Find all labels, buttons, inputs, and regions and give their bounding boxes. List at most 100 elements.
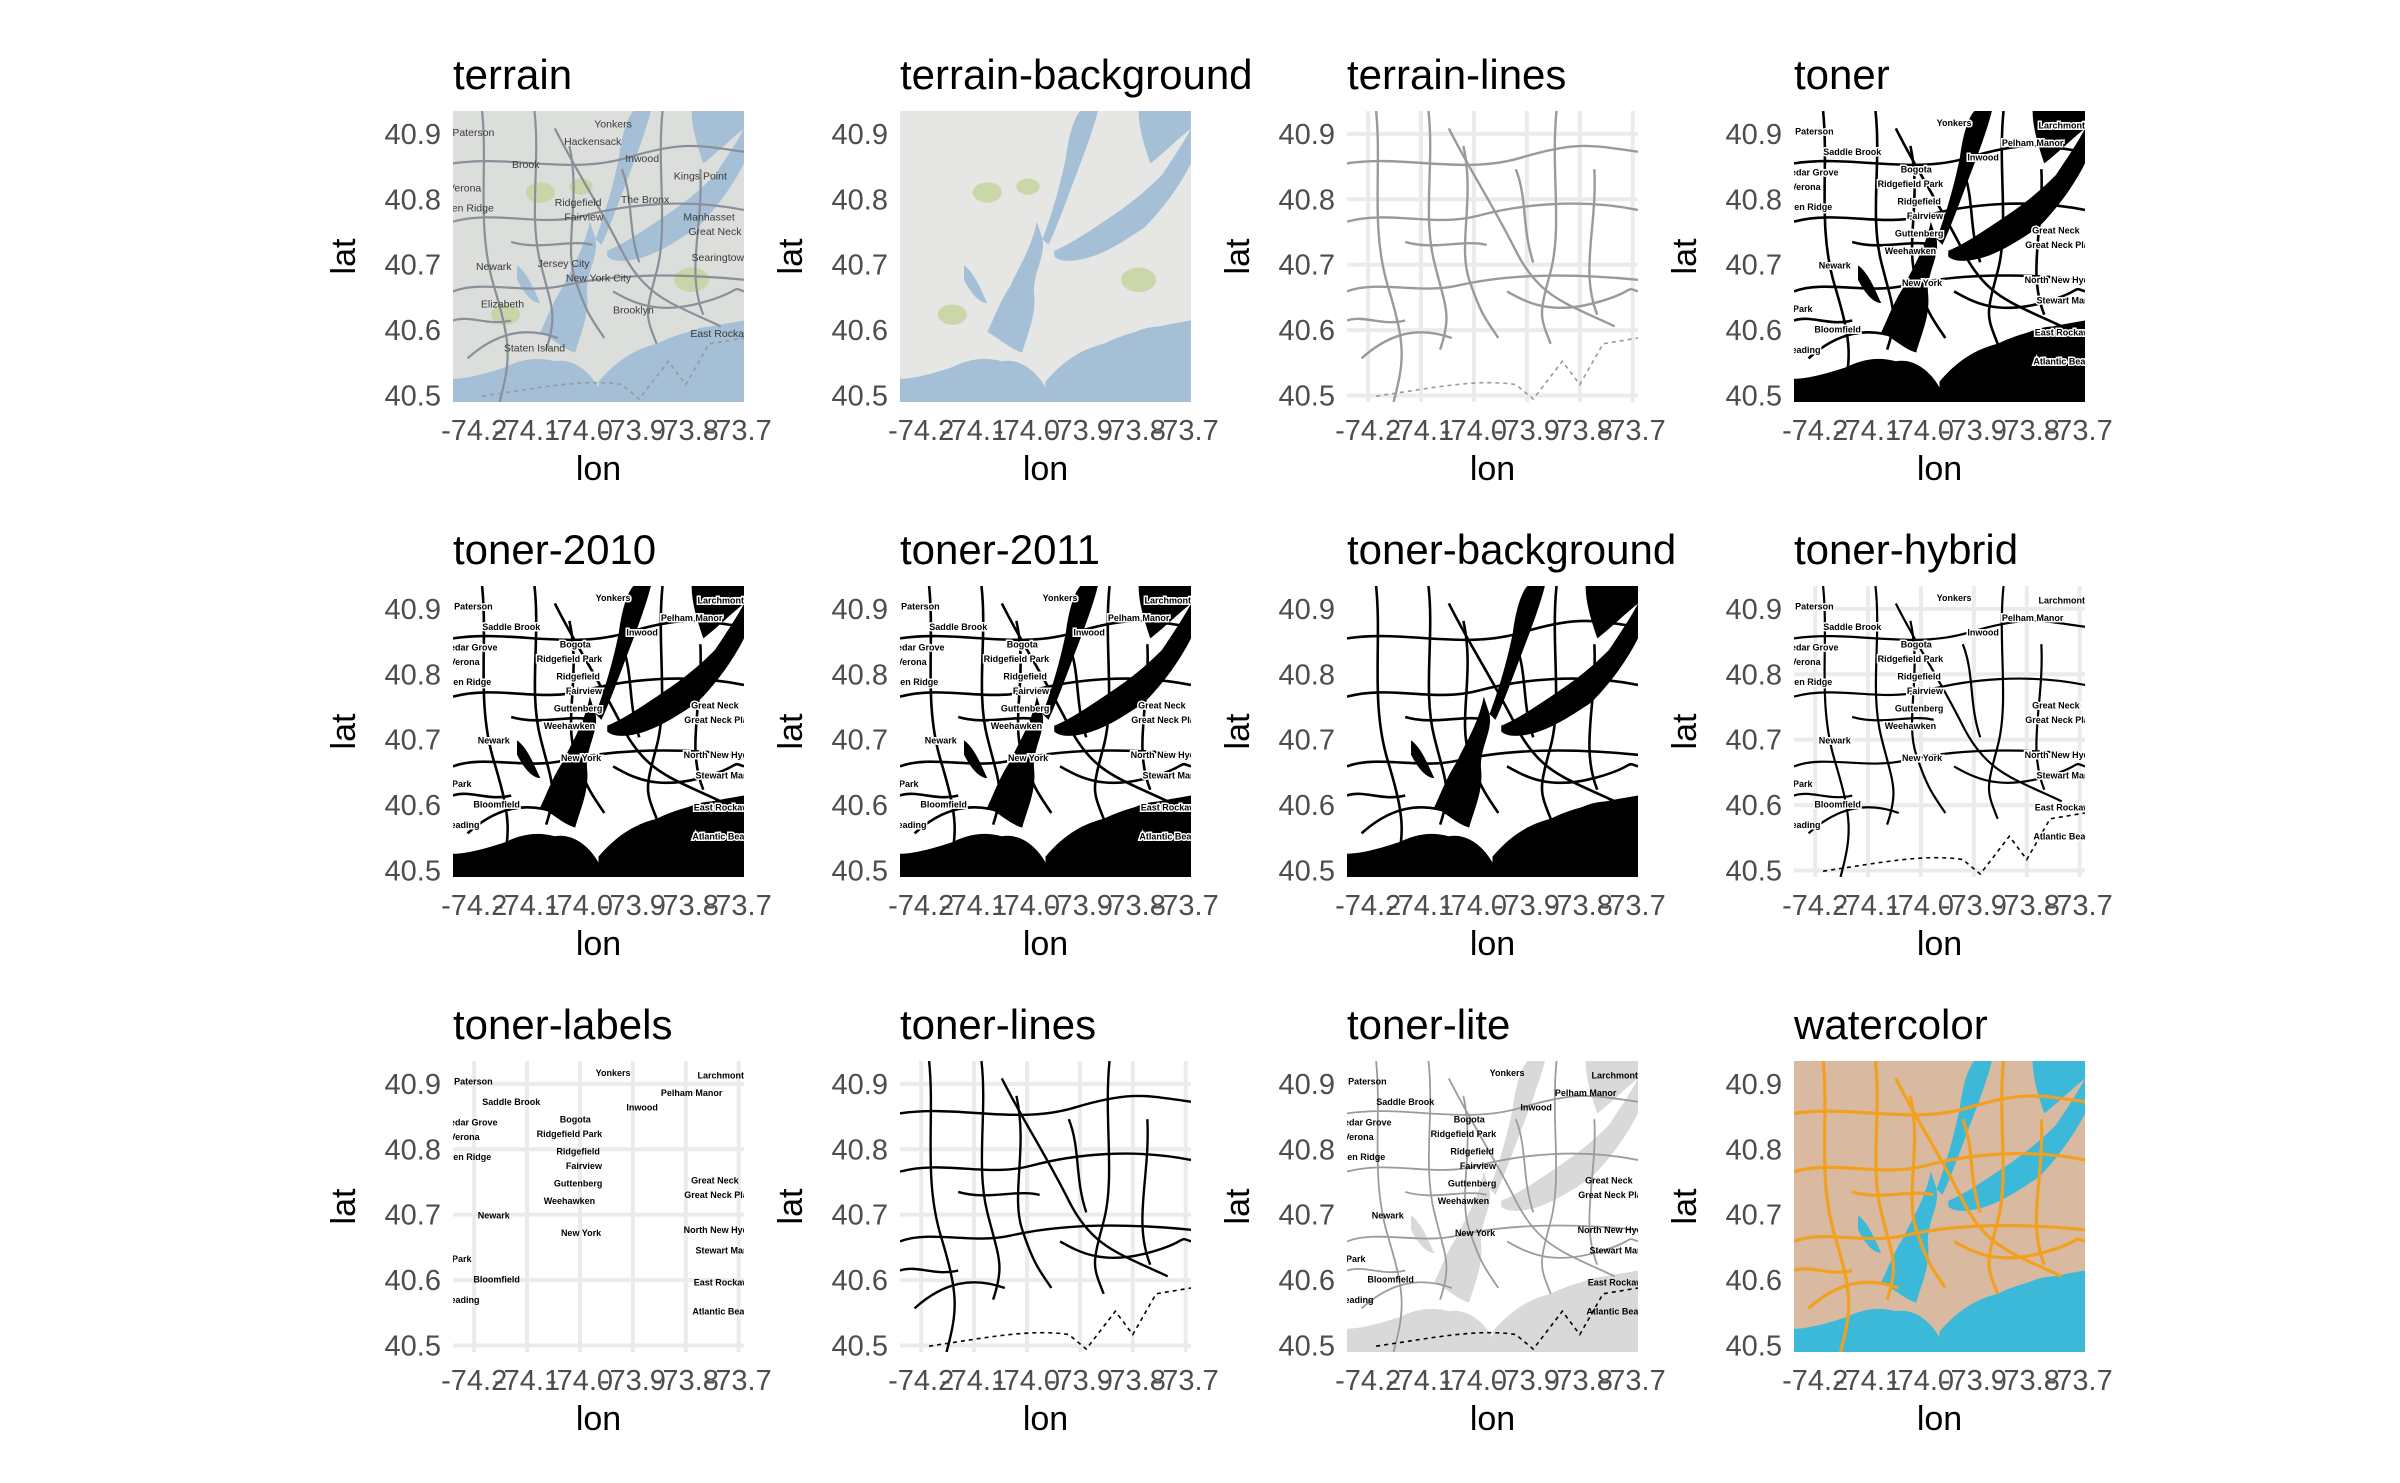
y-tick-label: 40.6 xyxy=(1726,790,1782,822)
x-tick-label: -73.7 xyxy=(2047,890,2113,922)
place-label: East Rockaway xyxy=(694,1277,760,1287)
road-line xyxy=(1347,1269,1405,1272)
water-area xyxy=(1411,740,1435,779)
road-line xyxy=(1516,169,1533,262)
water-area xyxy=(656,326,724,371)
place-label: Bloomfield xyxy=(473,1274,520,1284)
place-label-halo: Paterson xyxy=(1795,127,1834,137)
place-label: Yonkers xyxy=(1937,593,1972,603)
road-line xyxy=(1449,1078,1615,1276)
place-label: Paterson xyxy=(1348,1077,1387,1087)
place-label: Ridgefield Park xyxy=(1878,654,1945,664)
place-label: Paterson xyxy=(452,127,494,139)
place-label: Ridgefield Park xyxy=(537,654,604,664)
x-tick-label: -74.0 xyxy=(1888,890,1954,922)
place-label-halo: Great Neck xyxy=(1138,700,1187,710)
place-label-halo: Guttenberg xyxy=(1895,228,1944,238)
water-area xyxy=(1881,1171,1938,1303)
place-label: Great Neck Plaza xyxy=(684,715,758,725)
place-label-halo: East Rockaway xyxy=(1141,802,1207,812)
road-line xyxy=(900,1096,1191,1115)
road-line xyxy=(1142,1119,1150,1265)
x-tick-label: -74.0 xyxy=(1888,1365,1954,1397)
water-area xyxy=(1489,586,1545,720)
y-tick-label: 40.7 xyxy=(832,250,888,282)
place-label: Yonkers xyxy=(594,118,632,130)
x-tick-label: -74.2 xyxy=(441,890,507,922)
place-label-halo: Atlantic Beach xyxy=(1139,831,1202,841)
panel-title: toner xyxy=(1794,51,1890,98)
place-label-halo: Newark xyxy=(925,735,958,745)
road-line xyxy=(900,1269,958,1272)
y-tick-label: 40.8 xyxy=(385,659,441,691)
x-tick-label: -74.1 xyxy=(1388,890,1454,922)
place-label-halo: North New Hyde Park xyxy=(1131,750,1224,760)
road-line xyxy=(648,586,663,819)
x-tick-label: -73.7 xyxy=(1153,1365,1219,1397)
place-label-halo: Ridgefield Park xyxy=(984,654,1051,664)
road-line xyxy=(1542,1061,1557,1294)
place-label: Ridgefield xyxy=(556,1146,600,1156)
road-line xyxy=(1347,679,1638,697)
y-tick-label: 40.6 xyxy=(832,1265,888,1297)
x-tick-label: -73.7 xyxy=(1153,415,1219,447)
water-area xyxy=(691,111,744,164)
water-area xyxy=(987,221,1044,353)
place-label: Atlantic Beach xyxy=(1139,831,1202,841)
place-label: Yonkers xyxy=(596,593,631,603)
place-label: Reading xyxy=(1338,1295,1374,1305)
place-label-halo: Saddle Brook xyxy=(1823,622,1882,632)
road-line xyxy=(534,111,552,350)
x-tick-label: -73.9 xyxy=(1047,415,1113,447)
road-line xyxy=(453,621,744,640)
road-line xyxy=(1794,275,2085,291)
place-label: Inwood xyxy=(626,1103,658,1113)
place-label-halo: Verona xyxy=(1791,182,1822,192)
place-label-halo: Inwood xyxy=(1967,628,1999,638)
y-tick-label: 40.8 xyxy=(1279,659,1335,691)
place-label-halo: Guttenberg xyxy=(1895,703,1944,713)
road-line xyxy=(1362,332,1452,358)
place-label-halo: Great Neck Plaza xyxy=(1131,715,1205,725)
place-label: Great Neck Plaza xyxy=(1578,1190,1652,1200)
road-line xyxy=(1428,1061,1446,1300)
road-line xyxy=(648,111,663,344)
place-label: Yonkers xyxy=(1043,593,1078,603)
place-label: North New Hyde Park xyxy=(684,1225,777,1235)
panel-title: watercolor xyxy=(1793,1001,1988,1048)
x-axis-title: lon xyxy=(1023,925,1068,963)
place-label: Great Neck xyxy=(1138,700,1187,710)
road-line xyxy=(915,1282,1005,1308)
map-tile-image: Paterson Yonkers Larchmont Saddle Brook Pelh… xyxy=(1338,1061,1652,1352)
y-tick-label: 40.6 xyxy=(1726,1265,1782,1297)
water-area xyxy=(987,696,1044,828)
road-line xyxy=(929,586,955,877)
place-label-halo: Ridgefield Park xyxy=(1878,654,1945,664)
map-panel-terrain-background: terrain-background40.940.840.740.640.5-7… xyxy=(772,51,1253,488)
place-label-halo: Atlantic Beach xyxy=(692,831,755,841)
place-label: Ridgefield xyxy=(1450,1146,1494,1156)
place-label: Bogota xyxy=(560,1114,592,1124)
water-area xyxy=(900,358,1046,402)
road-line xyxy=(1463,146,1498,338)
x-axis-title: lon xyxy=(1917,450,1962,488)
place-label: Atlantic Beach xyxy=(2033,831,2096,841)
x-tick-label: -74.0 xyxy=(1441,415,1507,447)
y-tick-label: 40.9 xyxy=(1726,1069,1782,1101)
water-area xyxy=(1585,1061,1638,1114)
place-label: New York xyxy=(561,1228,602,1238)
place-label-halo: Saddle Brook xyxy=(929,622,988,632)
road-line xyxy=(1875,1061,1893,1300)
road-line xyxy=(1989,586,2004,819)
x-tick-label: -74.1 xyxy=(941,415,1007,447)
place-label: Saddle Brook xyxy=(482,1097,541,1107)
place-label: Yonkers xyxy=(1937,118,1972,128)
water-area xyxy=(691,586,744,639)
road-line xyxy=(1069,1119,1086,1212)
y-tick-label: 40.5 xyxy=(385,1330,441,1362)
place-label: Newark xyxy=(1372,1210,1405,1220)
x-tick-label: -73.7 xyxy=(1153,890,1219,922)
place-label: Great Neck xyxy=(688,226,742,238)
